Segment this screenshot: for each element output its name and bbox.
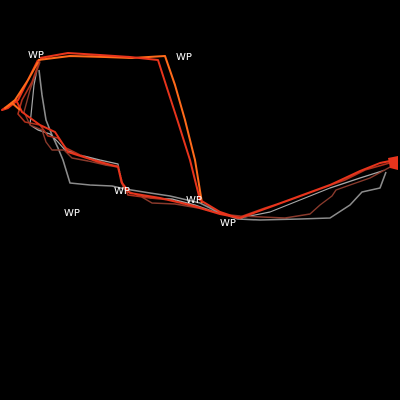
waypoint-label-2: WP <box>176 52 192 63</box>
route-gray <box>39 70 386 220</box>
waypoint-label-6: WP <box>220 218 236 229</box>
waypoint-label-3: WP <box>114 186 130 197</box>
waypoint-label-5: WP <box>64 208 80 219</box>
route-dark-red <box>18 60 393 217</box>
route-brown <box>24 62 392 218</box>
route-orange <box>38 56 202 203</box>
waypoint-label-4: WP <box>186 195 202 206</box>
route-red-upper <box>40 53 238 218</box>
waypoint-label-1: WP <box>28 50 44 61</box>
route-light-gray <box>30 60 385 218</box>
